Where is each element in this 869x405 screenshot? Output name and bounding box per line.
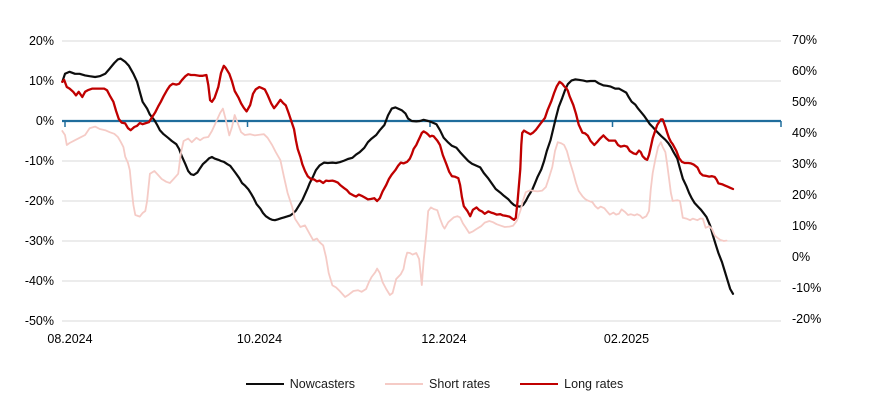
x-axis-tick-label: 08.2024 [47, 332, 93, 346]
legend-label: Short rates [429, 377, 491, 391]
series-line-long-rates [61, 64, 735, 221]
left-axis-tick-label: -30% [24, 234, 54, 248]
right-axis-tick-label: -20% [792, 312, 822, 326]
short-rates-line-swatch [385, 383, 424, 385]
x-axis-tick-label: 10.2024 [236, 332, 283, 346]
right-axis-tick-label: 30% [792, 157, 818, 171]
right-axis-tick-label: 10% [792, 219, 818, 233]
left-axis-tick-label: -10% [24, 154, 54, 168]
legend: Nowcasters Short rates Long rates [0, 373, 869, 395]
right-axis-tick-label: -10% [792, 281, 822, 295]
x-axis-tick-label: 12.2024 [421, 332, 467, 346]
left-axis-tick-label: 20% [28, 34, 54, 48]
right-axis-tick-label: 0% [792, 250, 811, 264]
right-axis-tick-label: 40% [792, 126, 818, 140]
x-axis-tick-label: 02.2025 [603, 332, 650, 346]
series-line-short-rates [61, 107, 728, 298]
left-axis-tick-label: -40% [24, 274, 54, 288]
legend-item-short-rates: Short rates [385, 377, 490, 391]
legend-label: Nowcasters [289, 377, 356, 391]
right-axis-tick-label: 50% [792, 95, 818, 109]
legend-item-long-rates: Long rates [520, 377, 623, 391]
right-axis-tick-label: 20% [792, 188, 818, 202]
series-line-nowcasters [61, 57, 735, 295]
long-rates-line-swatch [520, 383, 559, 385]
legend-item-nowcasters: Nowcasters [245, 377, 356, 391]
right-axis-tick-label: 60% [792, 64, 818, 78]
right-axis-tick-label: 70% [792, 33, 818, 47]
nowcasters-line-swatch [245, 383, 284, 385]
left-axis-tick-label: -20% [24, 194, 54, 208]
left-axis-tick-label: -50% [24, 314, 54, 328]
left-axis-tick-label: 10% [28, 74, 54, 88]
legend-label: Long rates [564, 377, 624, 391]
left-axis-tick-label: 0% [35, 114, 54, 128]
